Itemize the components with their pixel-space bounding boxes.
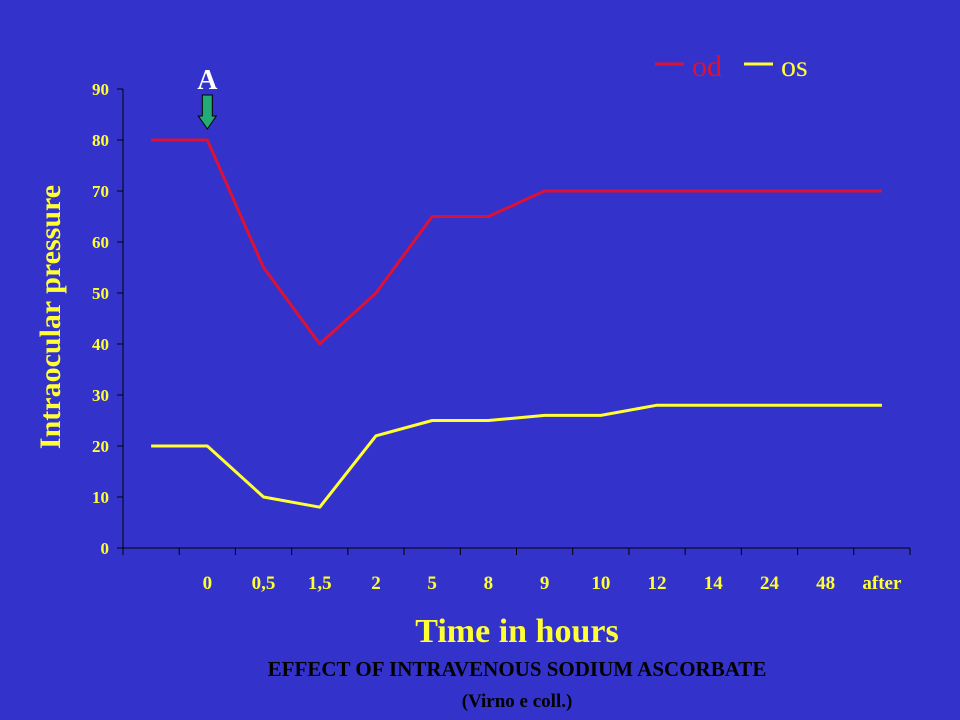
y-tick-label: 10	[92, 488, 109, 507]
chart-axes	[122, 89, 910, 549]
x-tick-label: after	[862, 573, 902, 594]
y-axis-label: Intraocular pressure	[34, 185, 67, 449]
x-tick-label: 9	[540, 573, 550, 594]
legend-label-os: os	[781, 50, 808, 83]
y-tick-label: 20	[92, 437, 109, 456]
x-tick-label: 8	[484, 573, 494, 594]
series-line-os	[151, 403, 882, 509]
legend: od os	[655, 50, 808, 83]
x-tick-label: 5	[427, 573, 437, 594]
x-tick-label: 0	[203, 573, 213, 594]
down-arrow-icon	[197, 94, 218, 130]
chart-subtitle: (Virno e coll.)	[462, 691, 573, 712]
marker-label: A	[197, 65, 218, 96]
y-tick-label: 0	[101, 539, 110, 558]
y-tick-label: 30	[92, 386, 109, 405]
x-tick-label: 1,5	[308, 573, 332, 594]
chart-title: EFFECT OF INTRAVENOUS SODIUM ASCORBATE	[268, 657, 767, 681]
x-tick-label: 10	[591, 573, 610, 594]
series-line-od	[151, 138, 882, 346]
legend-label-od: od	[692, 50, 722, 83]
y-tick-label: 40	[92, 335, 109, 354]
x-tick-label: 24	[760, 573, 780, 594]
x-axis-label: Time in hours	[415, 613, 618, 650]
x-tick-label: 48	[816, 573, 835, 594]
y-tick-label: 90	[92, 80, 109, 99]
tick-layer: 0 10 20 30 40 50 60 70 80 90 0 0,5 1,5 2 5 8 9 10 12 14 24 48…	[92, 80, 911, 594]
series-layer	[151, 138, 882, 509]
marker-a: A	[197, 65, 218, 130]
y-tick-label: 80	[92, 131, 109, 150]
y-tick-label: 60	[92, 233, 109, 252]
x-tick-label: 12	[648, 573, 667, 594]
y-tick-label: 70	[92, 182, 109, 201]
x-tick-label: 14	[704, 573, 724, 594]
y-tick-label: 50	[92, 284, 109, 303]
x-tick-label: 0,5	[252, 573, 276, 594]
x-tick-label: 2	[371, 573, 381, 594]
